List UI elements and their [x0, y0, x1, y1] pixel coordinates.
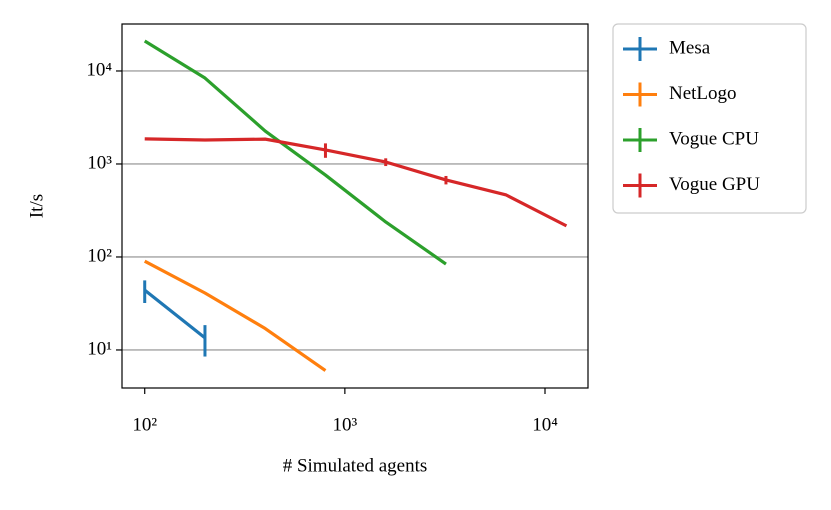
y-tick-label: 10¹: [87, 338, 112, 359]
legend-box: [612, 23, 807, 214]
legend-label: Vogue GPU: [669, 174, 760, 195]
y-tick-label: 10²: [87, 245, 112, 266]
legend-label: Vogue CPU: [669, 128, 759, 149]
y-tick-label: 10³: [87, 152, 112, 173]
x-tick-label: 10⁴: [532, 414, 558, 435]
series-line: [143, 39, 447, 266]
legend-label: Mesa: [669, 37, 711, 58]
x-tick-label: 10²: [132, 414, 157, 435]
series-line: [144, 137, 568, 228]
y-axis-label: It/s: [26, 194, 47, 218]
x-axis-label: # Simulated agents: [283, 455, 428, 476]
legend-label: NetLogo: [669, 83, 737, 104]
x-tick-label: 10³: [333, 414, 358, 435]
series-line: [143, 259, 327, 372]
y-tick-label: 10⁴: [86, 59, 112, 80]
series-line: [143, 288, 206, 340]
plot-frame: [121, 23, 589, 389]
